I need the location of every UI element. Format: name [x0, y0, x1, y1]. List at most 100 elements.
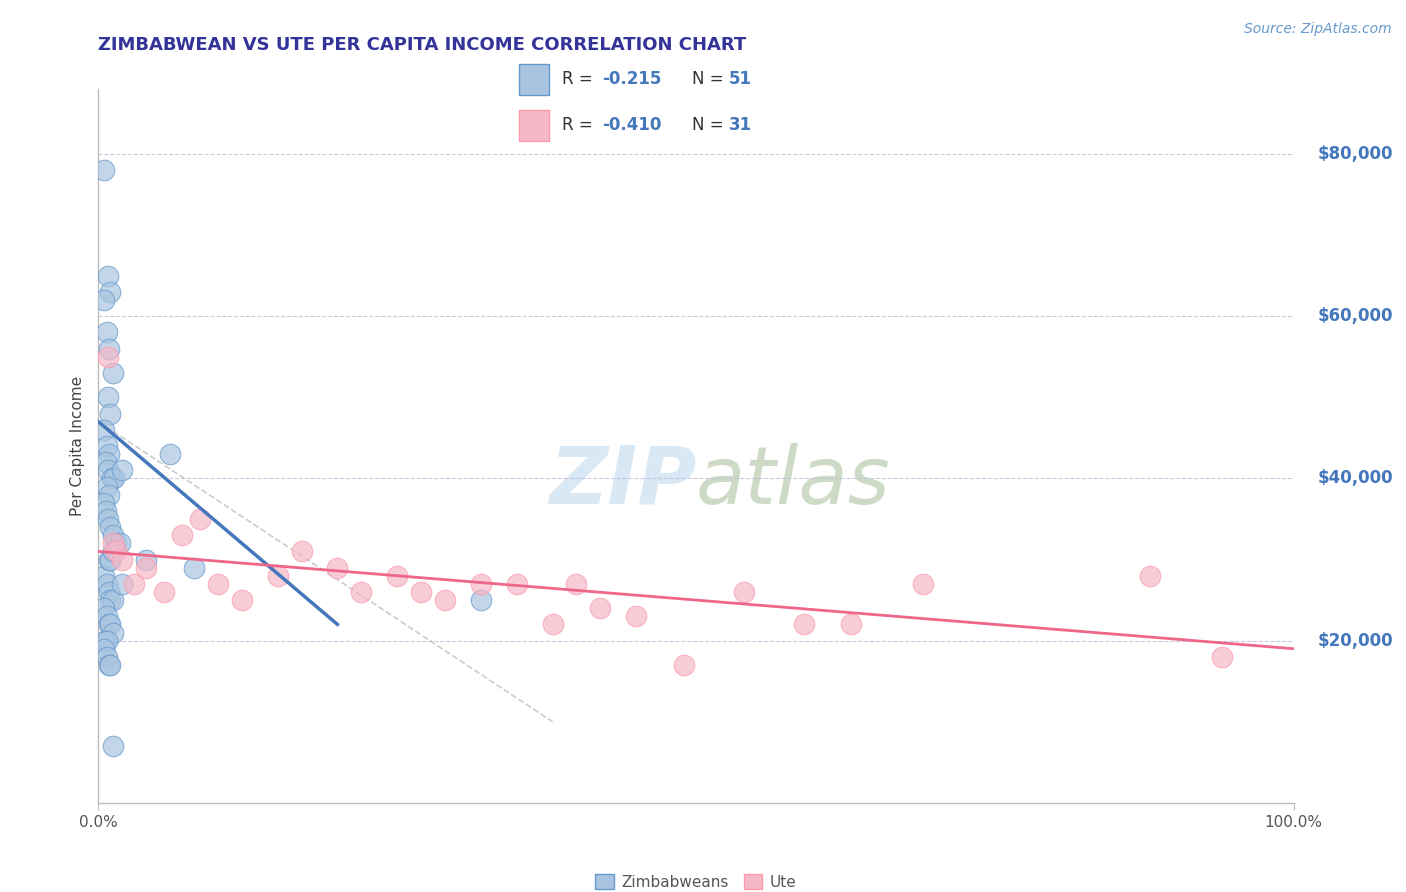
Point — [111, 552, 134, 566]
Point — [108, 536, 131, 550]
FancyBboxPatch shape — [519, 64, 550, 95]
Point — [93, 423, 115, 437]
Text: atlas: atlas — [696, 442, 891, 521]
Legend: Zimbabweans, Ute: Zimbabweans, Ute — [589, 868, 803, 892]
Text: $20,000: $20,000 — [1317, 632, 1393, 649]
Point — [93, 641, 115, 656]
Point — [101, 366, 124, 380]
Point — [105, 544, 128, 558]
Text: ZIMBABWEAN VS UTE PER CAPITA INCOME CORRELATION CHART: ZIMBABWEAN VS UTE PER CAPITA INCOME CORR… — [98, 36, 747, 54]
Point — [101, 528, 124, 542]
Text: $60,000: $60,000 — [1317, 307, 1393, 326]
Point — [94, 455, 117, 469]
Point — [470, 593, 492, 607]
Point — [839, 617, 862, 632]
Point — [733, 585, 755, 599]
Point — [98, 520, 122, 534]
Point — [98, 552, 121, 566]
Point — [135, 552, 157, 566]
Point — [159, 447, 181, 461]
Point — [326, 560, 349, 574]
Text: $80,000: $80,000 — [1317, 145, 1393, 163]
Point — [207, 577, 229, 591]
Point — [93, 163, 115, 178]
Text: N =: N = — [692, 70, 728, 88]
Point — [93, 496, 115, 510]
Point — [183, 560, 205, 574]
Point — [433, 593, 456, 607]
Point — [506, 577, 529, 591]
Text: -0.215: -0.215 — [602, 70, 661, 88]
Point — [100, 471, 122, 485]
Text: N =: N = — [692, 116, 728, 135]
Point — [290, 544, 312, 558]
Point — [793, 617, 815, 632]
Point — [97, 350, 120, 364]
Point — [101, 739, 124, 753]
Point — [98, 342, 121, 356]
Point — [98, 285, 122, 299]
Point — [101, 544, 124, 558]
Point — [267, 568, 290, 582]
Point — [153, 585, 176, 599]
Text: 31: 31 — [728, 116, 752, 135]
Point — [105, 536, 128, 550]
Point — [188, 512, 211, 526]
Point — [911, 577, 934, 591]
Point — [101, 593, 124, 607]
Point — [541, 617, 564, 632]
Point — [350, 585, 373, 599]
Point — [124, 577, 146, 591]
Point — [470, 577, 492, 591]
Point — [96, 326, 118, 340]
Point — [231, 593, 253, 607]
Point — [96, 479, 118, 493]
Point — [111, 577, 134, 591]
Point — [673, 657, 696, 672]
Point — [111, 463, 134, 477]
Text: $40,000: $40,000 — [1317, 469, 1393, 487]
Point — [98, 657, 122, 672]
Point — [96, 633, 118, 648]
Point — [135, 560, 157, 574]
Point — [624, 609, 647, 624]
Point — [97, 463, 120, 477]
Point — [93, 293, 115, 307]
Point — [98, 593, 122, 607]
Point — [1139, 568, 1161, 582]
Text: R =: R = — [562, 116, 598, 135]
Point — [98, 552, 122, 566]
Point — [93, 633, 115, 648]
Point — [93, 568, 115, 582]
Point — [96, 577, 118, 591]
Text: ZIP: ZIP — [548, 442, 696, 521]
Point — [98, 617, 121, 632]
Text: -0.410: -0.410 — [602, 116, 661, 135]
Point — [103, 471, 125, 485]
Point — [101, 625, 124, 640]
Point — [97, 268, 120, 283]
Point — [97, 512, 120, 526]
Point — [411, 585, 433, 599]
FancyBboxPatch shape — [519, 110, 550, 141]
Point — [172, 528, 194, 542]
Point — [97, 390, 120, 404]
Point — [98, 407, 122, 421]
Point — [98, 657, 121, 672]
Text: R =: R = — [562, 70, 598, 88]
Point — [1211, 649, 1233, 664]
Point — [93, 601, 115, 615]
Point — [96, 649, 118, 664]
Point — [96, 609, 118, 624]
Point — [589, 601, 612, 615]
Point — [565, 577, 588, 591]
Point — [96, 439, 118, 453]
Point — [98, 447, 121, 461]
Point — [94, 504, 117, 518]
Point — [385, 568, 409, 582]
Point — [98, 617, 122, 632]
Point — [98, 488, 121, 502]
Point — [101, 536, 124, 550]
Text: Source: ZipAtlas.com: Source: ZipAtlas.com — [1244, 22, 1392, 37]
Text: 51: 51 — [728, 70, 752, 88]
